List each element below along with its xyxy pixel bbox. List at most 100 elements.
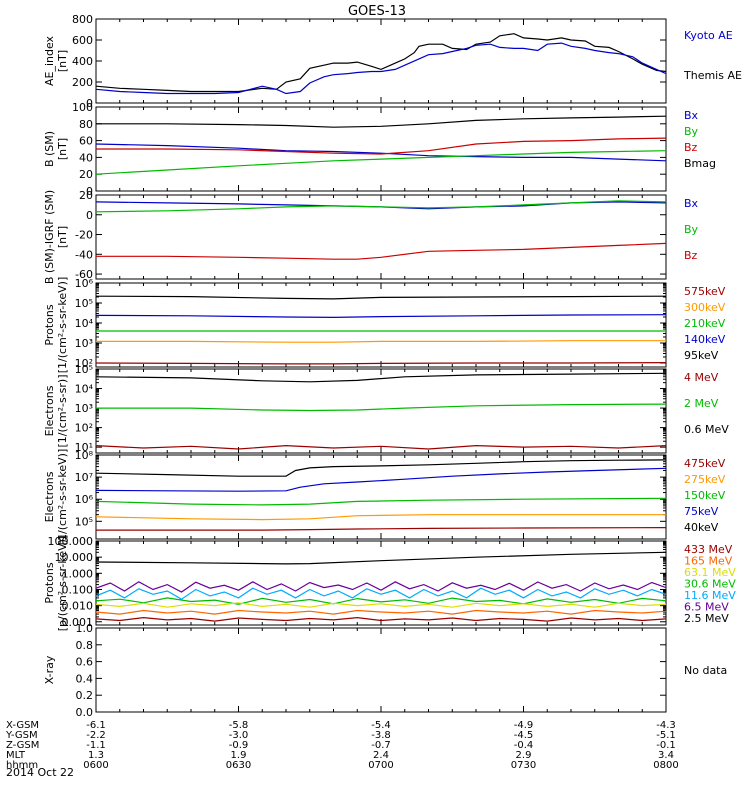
series-75kev [96,467,666,492]
y-tick-label: 0.2 [76,689,94,702]
series-275kev [96,514,666,521]
plot-title: GOES-13 [348,4,406,19]
y-axis-label-group: B (SM)-IGRF (SM) [nT] [43,190,69,284]
y-tick-label: 10⁶ [75,493,94,506]
legend-entry: 165 MeV [684,555,733,568]
x-tick-value: -5.8 [229,720,249,731]
legend-entry: 575keV [684,285,726,298]
series-bz [96,242,666,260]
y-tick-label: 10² [75,357,93,370]
x-tick-value: -0.9 [229,740,249,751]
panel-frame [95,368,667,454]
y-axis-label: B (SM)-IGRF (SM) [43,190,56,284]
series-433-mev [96,616,666,622]
legend-entry: 11.6 MeV [684,589,736,602]
series-4-mev [96,444,666,450]
series-6-5-mev [96,581,666,593]
series-group [96,115,666,175]
panel-frame [95,627,667,713]
series-group [96,372,666,450]
y-tick-label: 10⁸ [75,449,94,462]
series-bx [96,143,666,162]
series-group [96,459,666,531]
series-475kev [96,526,666,531]
y-tick-label: 100 [72,101,93,114]
y-axis-label-group: Electrons [1/(cm²-s-sr)] [43,375,69,448]
legend-entry: Bx [684,109,699,122]
y-tick-label: 10⁵ [75,515,93,528]
y-tick-label: 80 [79,118,93,131]
y-tick-label: 0 [86,185,93,198]
series-group [96,551,666,622]
y-axis-label: B (SM) [43,131,56,167]
panel-frame [95,18,667,104]
y-tick-label: 1.0 [76,622,94,635]
y-axis-label: Electrons [43,471,56,522]
y-tick-label: 10² [75,422,93,435]
y-tick-label: 0 [86,97,93,110]
legend-entry: 300keV [684,301,726,314]
x-row-label: MLT [6,750,26,761]
series-bmag [96,115,666,128]
x-tick-value: 0600 [83,760,108,771]
no-data-label: No data [684,664,727,677]
series-300kev [96,340,666,343]
series-40kev [96,459,666,477]
panel-electrons_kev: 10⁵ 10⁶ 10⁷ 10⁸ Electrons [1/(cm²-s-sr-keV)] 4… [43,449,726,546]
x-tick-value: -5.4 [371,720,391,731]
series-150kev [96,497,666,506]
x-tick-value: -4.9 [514,720,534,731]
y-tick-label: 10³ [75,402,93,415]
series-2-5-mev [96,551,666,565]
y-tick-label: 10⁵ [75,297,93,310]
series-group [96,200,666,260]
y-axis-label-group: Protons [1/(cm²-s-sr-keV)] [43,277,69,374]
series-140kev [96,314,666,319]
legend-entry: By [684,223,699,236]
x-tick-value: 0630 [226,760,251,771]
x-tick-value: -4.3 [656,720,676,731]
y-tick-label: 60 [79,135,93,148]
y-tick-label: 0.4 [76,672,94,685]
y-axis-label: X-ray [43,655,56,684]
y-axis-label: AE_index [43,35,56,86]
panel-b: 0 20 40 60 80 100 B (SM) [nT] Bx By Bz Bmag [43,101,716,198]
y-axis-label-group: X-ray [43,655,56,684]
x-tick-value: 0800 [653,760,678,771]
legend-entry: 433 MeV [684,543,733,556]
y-tick-label: 10⁴ [75,317,94,330]
x-tick-value: -1.1 [86,740,106,751]
legend-entry: 40keV [684,521,719,534]
y-tick-label: 20 [79,168,93,181]
y-tick-label: 10³ [75,337,93,350]
x-tick-value: -4.5 [514,730,534,741]
series-95kev [96,295,666,300]
x-tick-value: 0700 [368,760,393,771]
legend-entry: 210keV [684,317,726,330]
legend-entry: 475keV [684,457,726,470]
y-axis-label-group: Electrons [1/(cm²-s-sr-keV)] [43,449,69,546]
x-tick-value: 2.4 [373,750,389,761]
x-tick-value: -5.1 [656,730,676,741]
y-tick-label: 1.000 [62,567,94,580]
y-tick-label: 10⁴ [75,383,94,396]
legend-entry: Bz [684,141,698,154]
y-tick-label: 0.010 [62,600,94,613]
series-575kev [96,362,666,365]
y-tick-label: 0.8 [76,639,94,652]
series-themis-ae [96,33,666,93]
y-tick-label: 0.100 [62,583,94,596]
x-tick-value: -0.4 [514,740,534,751]
y-tick-label: 100.000 [48,535,94,548]
legend-entry: 63.1 MeV [684,566,736,579]
legend-entry: 150keV [684,489,726,502]
series-0-6-mev [96,372,666,383]
x-tick-value: -2.2 [86,730,106,741]
y-tick-label: 10.000 [55,551,94,564]
y-tick-label: 10⁵ [75,363,93,376]
x-tick-value: 1.9 [231,750,247,761]
legend-entry: Kyoto AE [684,29,733,42]
series-by [96,150,666,175]
y-axis-unit: [1/(cm²-s-sr)] [56,375,69,448]
